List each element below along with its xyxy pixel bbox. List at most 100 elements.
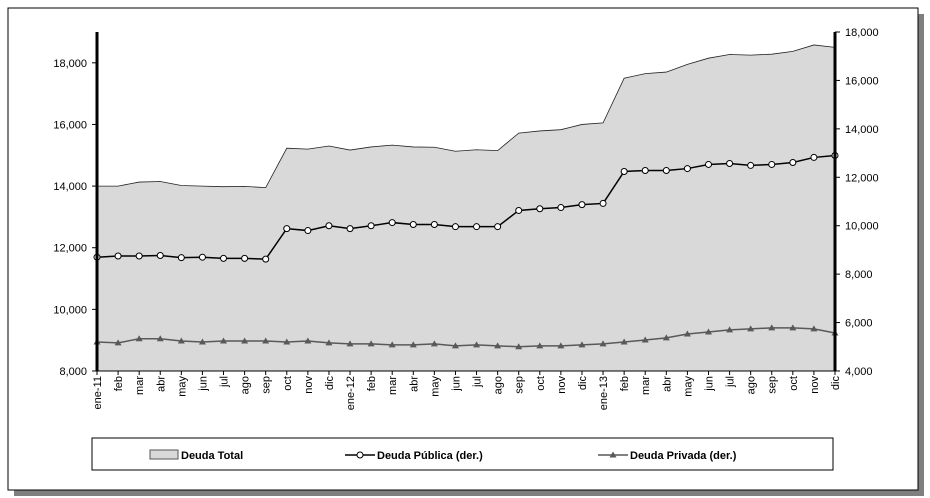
legend-label: Deuda Total <box>181 450 243 462</box>
marker <box>599 340 607 347</box>
marker <box>409 221 417 229</box>
marker <box>662 334 670 341</box>
marker <box>241 337 249 344</box>
marker <box>810 325 818 332</box>
marker <box>557 204 565 212</box>
x-tick-label: nov <box>556 376 568 394</box>
x-tick-label: jun <box>197 376 209 392</box>
area-outline <box>97 44 836 189</box>
marker <box>220 337 228 344</box>
x-tick-label: ene-11 <box>92 376 104 409</box>
marker <box>198 253 206 261</box>
marker <box>747 325 755 332</box>
x-tick-label: jul <box>472 376 484 388</box>
marker <box>283 338 291 345</box>
marker <box>220 254 228 262</box>
marker <box>156 335 164 342</box>
x-tick-label: feb <box>366 376 378 391</box>
marker <box>346 225 354 233</box>
x-tick-label: sep <box>514 376 526 394</box>
legend-label: Deuda Privada (der.) <box>630 450 737 462</box>
x-tick-label: may <box>682 376 694 397</box>
marker <box>473 223 481 231</box>
x-tick-label: may <box>429 376 441 397</box>
x-tick-label: ene-13 <box>598 376 610 410</box>
marker <box>536 342 544 349</box>
x-tick-label: may <box>176 376 188 397</box>
marker <box>536 205 544 213</box>
marker <box>367 222 375 230</box>
marker <box>768 324 776 331</box>
marker <box>578 341 586 348</box>
x-tick-label: oct <box>788 376 800 391</box>
marker <box>473 341 481 348</box>
x-tick-label: ene-12 <box>345 376 357 410</box>
legend-label: Deuda Pública (der.) <box>377 450 483 462</box>
marker <box>599 199 607 207</box>
marker <box>262 255 270 263</box>
line <box>96 154 836 260</box>
x-tick-label: oct <box>282 376 294 391</box>
x-tick-label: abr <box>155 376 167 392</box>
marker <box>325 222 333 230</box>
marker <box>641 336 649 343</box>
marker <box>620 167 628 175</box>
marker <box>704 160 712 168</box>
marker <box>726 159 734 167</box>
marker <box>641 167 649 175</box>
marker <box>557 342 565 349</box>
x-tick-label: ago <box>493 376 505 394</box>
y2-tick-label: 16,000 <box>845 75 879 87</box>
x-tick-label: sep <box>261 376 273 394</box>
y-tick-label: 18,000 <box>53 58 87 70</box>
x-tick-label: jul <box>725 376 737 388</box>
x-tick-label: feb <box>113 376 125 391</box>
marker <box>515 206 523 214</box>
y-tick-label: 14,000 <box>53 181 87 193</box>
line <box>96 327 836 348</box>
x-tick-label: jun <box>703 376 715 392</box>
y2-tick-label: 12,000 <box>845 172 879 184</box>
x-tick-label: mar <box>134 376 146 395</box>
x-tick-label: nov <box>303 376 315 394</box>
marker <box>620 338 628 345</box>
marker <box>241 254 249 262</box>
x-tick-label: abr <box>408 376 420 392</box>
x-tick-label: nov <box>809 376 821 394</box>
marker <box>304 227 312 235</box>
marker <box>283 225 291 233</box>
marker <box>388 219 396 227</box>
marker <box>114 252 122 260</box>
marker <box>683 330 691 337</box>
y2-tick-label: 10,000 <box>845 221 879 233</box>
marker <box>304 337 312 344</box>
y-tick-label: 16,000 <box>53 119 87 131</box>
marker <box>451 223 459 231</box>
legend-swatch <box>149 449 179 460</box>
x-tick-label: dic <box>830 376 842 391</box>
x-tick-label: jun <box>450 376 462 392</box>
x-tick-label: sep <box>767 376 779 394</box>
y-tick-label: 8,000 <box>59 366 87 378</box>
x-tick-label: jul <box>219 376 231 388</box>
y2-tick-label: 6,000 <box>845 318 873 330</box>
marker <box>325 339 333 346</box>
y2-tick-label: 8,000 <box>845 269 873 281</box>
marker <box>367 340 375 347</box>
marker <box>768 160 776 168</box>
marker <box>156 251 164 259</box>
marker <box>409 341 417 348</box>
y-tick-label: 10,000 <box>53 304 87 316</box>
legend-marker <box>609 451 617 458</box>
x-tick-label: mar <box>640 376 652 395</box>
x-tick-label: feb <box>619 376 631 391</box>
x-tick-label: ago <box>746 376 758 394</box>
area <box>97 44 835 372</box>
marker <box>704 328 712 335</box>
marker <box>177 254 185 262</box>
marker <box>494 223 502 231</box>
marker <box>515 343 523 350</box>
x-tick-label: dic <box>577 376 589 391</box>
x-tick-label: mar <box>387 376 399 395</box>
